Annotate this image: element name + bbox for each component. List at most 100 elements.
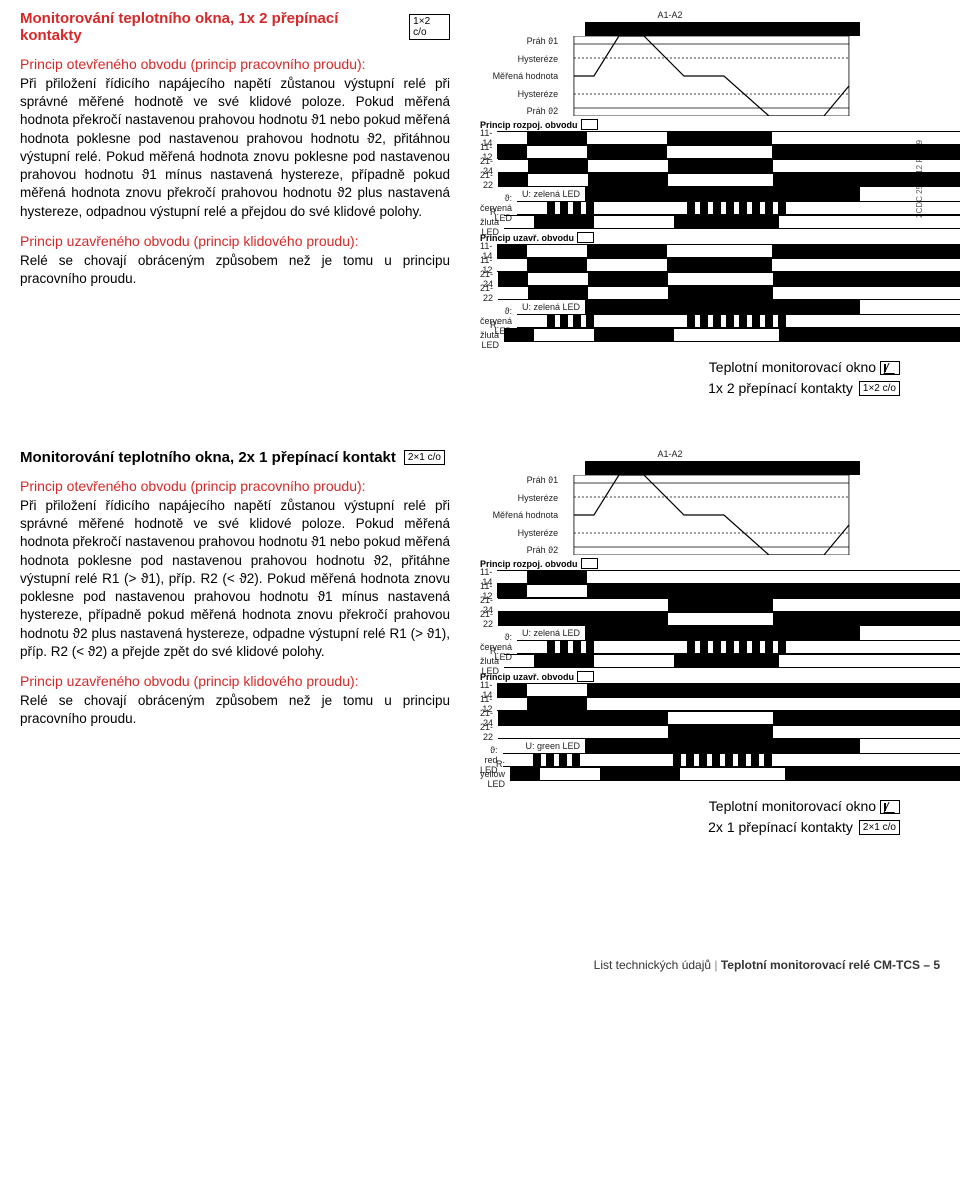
timing-row-track <box>497 258 960 272</box>
timing-row-track <box>498 598 960 612</box>
switch-open-icon <box>581 558 598 569</box>
open-circuit-body: Při přiložení řídicího napájecího napětí… <box>20 75 450 221</box>
timing-row: 11-12 <box>480 145 860 159</box>
timing-row: ϑ: červená LED <box>480 314 860 328</box>
timing-row-track <box>585 626 860 640</box>
config-badge: 2×1 c/o <box>404 450 445 465</box>
page-footer: List technických údajů | Teplotní monito… <box>20 958 940 972</box>
footer-left: List technických údajů <box>594 958 711 972</box>
caption-line2: 2x 1 přepínací kontakty <box>708 817 853 838</box>
diagram-header: A1-A2 <box>480 10 860 20</box>
timing-row-track <box>497 584 960 598</box>
diagram-caption: Teplotní monitorovací okno 2x 1 přepínac… <box>480 796 900 838</box>
timing-row: 21-24 <box>480 272 860 286</box>
timing-row-track <box>498 272 960 286</box>
open-circuit-heading: Princip otevřeného obvodu (princip praco… <box>20 56 450 72</box>
timing-row-track <box>497 131 960 145</box>
timing-row: U: zelená LED <box>480 300 860 314</box>
switch-open-icon <box>581 119 598 130</box>
title-row: Monitorování teplotního okna, 2x 1 přepí… <box>20 449 450 466</box>
section-title: Monitorování teplotního okna, 1x 2 přepí… <box>20 10 401 44</box>
timing-row: 21-24 <box>480 598 860 612</box>
timing-row: R: žlutá LED <box>480 654 860 668</box>
timing-row-track <box>497 697 960 711</box>
timing-row-label: 21-22 <box>480 283 498 303</box>
timing-row-label: 21-22 <box>480 609 498 629</box>
right-column: A1-A2Práh ϑ1HysterézeMěřená hodnotaHyste… <box>480 449 900 838</box>
timing-row: U: zelená LED <box>480 626 860 640</box>
section-1: Monitorování teplotního okna, 1x 2 přepí… <box>20 10 940 399</box>
switch-closed-icon <box>577 671 594 682</box>
timing-row-track <box>517 314 960 328</box>
closed-circuit-heading: Princip uzavřeného obvodu (princip klido… <box>20 673 450 689</box>
timing-row-track <box>517 640 960 654</box>
section-title: Monitorování teplotního okna, 2x 1 přepí… <box>20 449 396 466</box>
diagram-header: A1-A2 <box>480 449 860 459</box>
timing-row: 21-22 <box>480 612 860 626</box>
timing-row: 11-12 <box>480 584 860 598</box>
timing-row: 11-14 <box>480 570 860 584</box>
timing-row: ϑ: červená LED <box>480 640 860 654</box>
timing-row-track <box>498 711 960 725</box>
timing-row-track <box>498 725 960 739</box>
group-header-closed: Princip uzavř. obvodu <box>480 668 860 683</box>
timing-row: ϑ: red LED <box>480 753 860 767</box>
timing-row: 11-14 <box>480 683 860 697</box>
timing-row: R: yellow LED <box>480 767 860 781</box>
config-badge: 1×2 c/o <box>409 14 450 40</box>
timing-row-label: 21-22 <box>480 722 498 742</box>
caption-badge: 1×2 c/o <box>859 381 900 396</box>
closed-circuit-heading: Princip uzavřeného obvodu (princip klido… <box>20 233 450 249</box>
closed-circuit-body: Relé se chovají obráceným způsobem než j… <box>20 252 450 288</box>
timing-row-track <box>498 173 960 187</box>
timing-diagram-1: A1-A2Práh ϑ1HysterézeMěřená hodnotaHyste… <box>480 10 860 342</box>
group-header-open: Princip rozpoj. obvodu <box>480 555 860 570</box>
timing-row-track <box>517 201 960 215</box>
title-row: Monitorování teplotního okna, 1x 2 přepí… <box>20 10 450 44</box>
timing-row-track <box>498 612 960 626</box>
caption-line2: 1x 2 přepínací kontakty <box>708 378 853 399</box>
timing-row-track <box>497 244 960 258</box>
timing-row-track <box>510 767 960 781</box>
timing-row: 21-22 <box>480 173 860 187</box>
timing-row-track <box>497 683 960 697</box>
timing-row: 21-22 <box>480 725 860 739</box>
timing-row: 21-24 <box>480 711 860 725</box>
caption-line1: Teplotní monitorovací okno <box>709 359 876 375</box>
timing-row-track <box>504 654 960 668</box>
diagram-caption: Teplotní monitorovací okno 1x 2 přepínac… <box>480 357 900 399</box>
timing-row: U: zelená LED <box>480 187 860 201</box>
timing-row: ϑ: červená LED <box>480 201 860 215</box>
timing-row-label: 21-22 <box>480 170 498 190</box>
timing-row-track <box>498 286 960 300</box>
left-column: Monitorování teplotního okna, 2x 1 přepí… <box>20 449 450 838</box>
timing-row-track <box>503 753 960 767</box>
open-circuit-body: Při přiložení řídicího napájecího napětí… <box>20 497 450 661</box>
timing-diagram-2: A1-A2Práh ϑ1HysterézeMěřená hodnotaHyste… <box>480 449 860 781</box>
timing-row-track <box>504 328 960 342</box>
left-column: Monitorování teplotního okna, 1x 2 přepí… <box>20 10 450 399</box>
group-header-open: Princip rozpoj. obvodu <box>480 116 860 131</box>
timing-row: U: green LED <box>480 739 860 753</box>
section-2: Monitorování teplotního okna, 2x 1 přepí… <box>20 449 940 838</box>
thermometer-icon <box>880 800 900 814</box>
caption-line1: Teplotní monitorovací okno <box>709 798 876 814</box>
timing-row: 11-12 <box>480 697 860 711</box>
timing-row-track <box>585 300 860 314</box>
timing-row: 21-22 <box>480 286 860 300</box>
timing-row: 21-24 <box>480 159 860 173</box>
open-circuit-heading: Princip otevřeného obvodu (princip praco… <box>20 478 450 494</box>
footer-right: Teplotní monitorovací relé CM-TCS – 5 <box>721 958 940 972</box>
timing-row: 11-14 <box>480 244 860 258</box>
group-header-closed: Princip uzavř. obvodu <box>480 229 860 244</box>
switch-closed-icon <box>577 232 594 243</box>
timing-row: 11-14 <box>480 131 860 145</box>
timing-row-track <box>585 739 860 753</box>
closed-circuit-body: Relé se chovají obráceným způsobem než j… <box>20 692 450 728</box>
caption-badge: 2×1 c/o <box>859 820 900 835</box>
timing-row: R: žlutá LED <box>480 215 860 229</box>
timing-row-track <box>497 145 960 159</box>
timing-row: 11-12 <box>480 258 860 272</box>
timing-row-track <box>504 215 960 229</box>
right-column: 2CDC 252 012 F0209 A1-A2Práh ϑ1Hysteréze… <box>480 10 900 399</box>
